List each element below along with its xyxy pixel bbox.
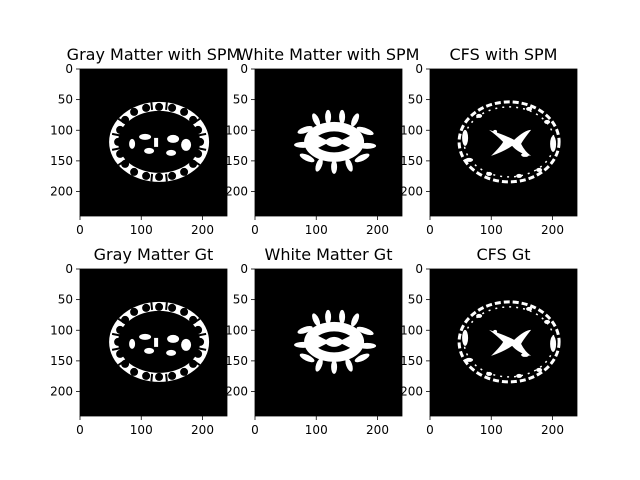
x-tick-label: 100 — [130, 423, 153, 437]
y-tick-label: 150 — [225, 154, 248, 168]
y-tick-label: 100 — [50, 323, 73, 337]
y-tick-label: 200 — [400, 385, 423, 399]
y-tick-label: 50 — [408, 293, 423, 307]
panel-title: CFS Gt — [476, 245, 530, 264]
y-tick-label: 50 — [58, 93, 73, 107]
y-tick-label: 200 — [50, 185, 73, 199]
y-tick-label: 100 — [225, 123, 248, 137]
x-tick-label: 0 — [76, 223, 84, 237]
panel-title: White Matter Gt — [265, 245, 393, 264]
y-tick-label: 50 — [233, 93, 248, 107]
y-tick-label: 100 — [50, 123, 73, 137]
x-tick-label: 100 — [305, 423, 328, 437]
axes-frame — [429, 268, 578, 417]
x-tick-label: 100 — [305, 223, 328, 237]
axes-frame — [254, 268, 403, 417]
y-tick-label: 0 — [65, 262, 73, 276]
y-tick-label: 200 — [225, 185, 248, 199]
y-tick-label: 100 — [400, 123, 423, 137]
panel-title: CFS with SPM — [450, 45, 558, 64]
y-tick-label: 200 — [50, 385, 73, 399]
panel-gray-gt: Gray Matter Gt 0 100 200 0 50 100 150 200 — [50, 245, 228, 437]
axes-frame — [429, 68, 578, 217]
panel-title: White Matter with SPM — [238, 45, 420, 64]
x-tick-label: 200 — [366, 423, 389, 437]
y-tick-label: 0 — [240, 262, 248, 276]
axes-frame — [254, 68, 403, 217]
x-tick-label: 0 — [251, 223, 259, 237]
y-tick-label: 50 — [233, 293, 248, 307]
x-tick-label: 0 — [426, 223, 434, 237]
x-tick-label: 100 — [130, 223, 153, 237]
y-tick-label: 0 — [415, 62, 423, 76]
y-tick-label: 150 — [50, 354, 73, 368]
y-tick-label: 200 — [400, 185, 423, 199]
y-tick-label: 100 — [225, 323, 248, 337]
panel-title: Gray Matter with SPM — [67, 45, 241, 64]
y-tick-label: 150 — [50, 154, 73, 168]
y-tick-label: 0 — [65, 62, 73, 76]
x-tick-label: 200 — [541, 423, 564, 437]
y-tick-label: 50 — [58, 293, 73, 307]
x-tick-label: 100 — [480, 423, 503, 437]
x-tick-label: 200 — [191, 423, 214, 437]
x-tick-label: 200 — [541, 223, 564, 237]
panel-title: Gray Matter Gt — [94, 245, 214, 264]
panel-white-gt: White Matter Gt 0 100 200 0 50 100 150 200 — [225, 245, 403, 437]
x-tick-label: 0 — [76, 423, 84, 437]
y-tick-label: 150 — [225, 354, 248, 368]
y-tick-label: 150 — [400, 154, 423, 168]
axes-frame — [79, 268, 228, 417]
y-tick-label: 0 — [415, 262, 423, 276]
y-tick-label: 100 — [400, 323, 423, 337]
x-tick-label: 200 — [366, 223, 389, 237]
axes-frame — [79, 68, 228, 217]
y-tick-label: 0 — [240, 62, 248, 76]
x-tick-label: 0 — [426, 423, 434, 437]
panel-csf-spm: CFS with SPM 0 100 200 0 50 100 150 200 — [400, 45, 578, 237]
x-tick-label: 100 — [480, 223, 503, 237]
x-tick-label: 0 — [251, 423, 259, 437]
y-tick-label: 150 — [400, 354, 423, 368]
panel-csf-gt: CFS Gt 0 100 200 0 50 100 150 200 — [400, 245, 578, 437]
x-tick-label: 200 — [191, 223, 214, 237]
y-tick-label: 50 — [408, 93, 423, 107]
y-tick-label: 200 — [225, 385, 248, 399]
